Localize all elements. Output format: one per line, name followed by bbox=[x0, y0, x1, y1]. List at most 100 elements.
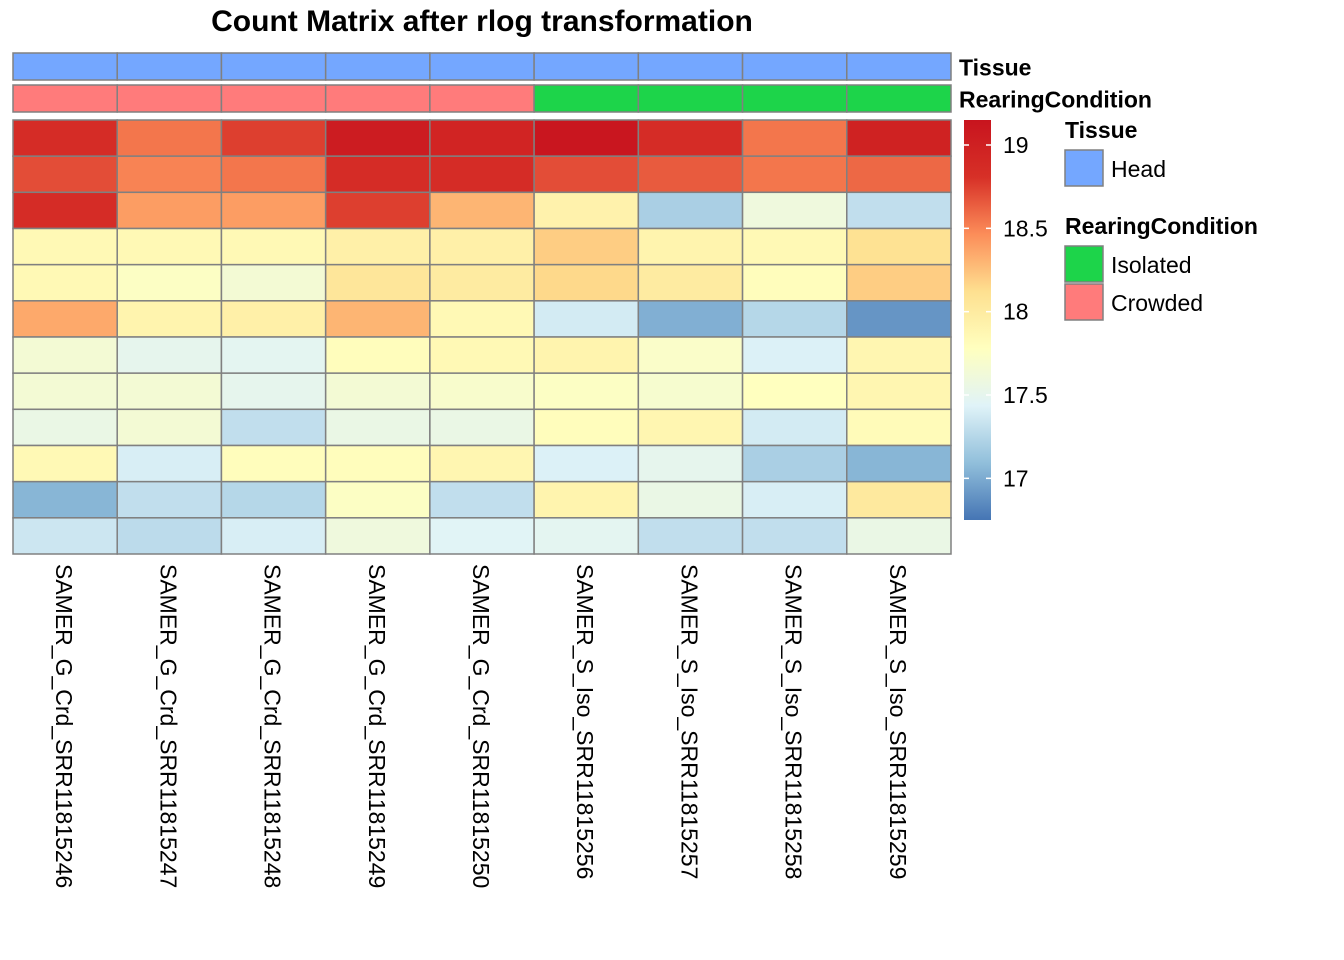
heatmap-cell bbox=[116, 300, 223, 338]
heatmap-cell bbox=[324, 119, 431, 157]
annotation-cell-rearingcondition-3 bbox=[220, 84, 327, 113]
annotation-cell-tissue-4 bbox=[324, 52, 431, 81]
heatmap-cells bbox=[12, 119, 952, 555]
annotation-bars bbox=[12, 52, 952, 113]
annotation-cell-tissue-5 bbox=[429, 52, 535, 81]
annotation-cell-tissue-2 bbox=[116, 52, 223, 81]
heatmap-cell bbox=[429, 191, 535, 230]
legend-key-isolated bbox=[1064, 245, 1104, 283]
color-scale-tick-label: 18.5 bbox=[1003, 215, 1048, 241]
legend-key-head bbox=[1064, 149, 1104, 187]
heatmap-cell bbox=[637, 155, 744, 194]
column-label: SAMER_S_Iso_SRR11815258 bbox=[781, 564, 807, 879]
heatmap-cell bbox=[741, 227, 848, 266]
heatmap-cell bbox=[116, 517, 223, 555]
column-label: SAMER_S_Iso_SRR11815256 bbox=[572, 564, 598, 879]
heatmap-cell bbox=[533, 444, 640, 483]
column-labels: SAMER_G_Crd_SRR11815246 SAMER_G_Crd_SRR11… bbox=[51, 564, 911, 888]
annotation-cell-tissue-1 bbox=[12, 52, 118, 81]
chart-title: Count Matrix after rlog transformation bbox=[211, 5, 753, 38]
heatmap-cell bbox=[533, 191, 640, 230]
annotation-legends: Tissue Head RearingCondition Isolated Crowde… bbox=[1064, 117, 1258, 321]
heatmap-cell bbox=[324, 372, 431, 411]
heatmap-cell bbox=[846, 155, 952, 194]
heatmap-cell bbox=[12, 227, 118, 266]
annotation-cell-rearingcondition-2 bbox=[116, 84, 223, 113]
heatmap-cell bbox=[429, 300, 535, 338]
heatmap-cell bbox=[220, 336, 327, 374]
heatmap-cell bbox=[116, 263, 223, 302]
heatmap-cell bbox=[846, 517, 952, 555]
heatmap-cell bbox=[220, 408, 327, 447]
color-scale-tick-label: 17.5 bbox=[1003, 382, 1048, 408]
annotation-cell-rearingcondition-1 bbox=[12, 84, 118, 113]
heatmap-cell bbox=[220, 444, 327, 483]
heatmap-cell bbox=[637, 300, 744, 338]
heatmap-cell bbox=[12, 408, 118, 447]
heatmap-cell bbox=[846, 372, 952, 411]
heatmap-cell bbox=[533, 480, 640, 519]
heatmap-cell bbox=[741, 480, 848, 519]
heatmap-cell bbox=[116, 155, 223, 194]
annotation-cell-rearingcondition-6 bbox=[533, 84, 640, 113]
heatmap-cell bbox=[12, 480, 118, 519]
heatmap-cell bbox=[324, 336, 431, 374]
heatmap-cell bbox=[533, 408, 640, 447]
heatmap-cell bbox=[220, 480, 327, 519]
heatmap-cell bbox=[324, 517, 431, 555]
legend-label: Crowded bbox=[1111, 290, 1203, 316]
heatmap-cell bbox=[637, 517, 744, 555]
heatmap-cell bbox=[846, 227, 952, 266]
heatmap-cell bbox=[637, 336, 744, 374]
heatmap-cell bbox=[324, 480, 431, 519]
heatmap-cell bbox=[116, 444, 223, 483]
column-label: SAMER_G_Crd_SRR11815248 bbox=[260, 564, 286, 888]
heatmap-cell bbox=[846, 444, 952, 483]
heatmap-cell bbox=[637, 227, 744, 266]
heatmap-cell bbox=[846, 480, 952, 519]
heatmap-cell bbox=[116, 336, 223, 374]
heatmap-cell bbox=[12, 191, 118, 230]
heatmap-cell bbox=[220, 119, 327, 157]
heatmap-cell bbox=[741, 444, 848, 483]
heatmap-cell bbox=[533, 372, 640, 411]
column-label: SAMER_G_Crd_SRR11815250 bbox=[468, 564, 494, 888]
heatmap-cell bbox=[846, 408, 952, 447]
legend-title: Tissue bbox=[1065, 117, 1137, 143]
heatmap-cell bbox=[533, 336, 640, 374]
heatmap-cell bbox=[637, 444, 744, 483]
legend-title: RearingCondition bbox=[1065, 213, 1258, 239]
heatmap-cell bbox=[846, 300, 952, 338]
annotation-cell-rearingcondition-7 bbox=[637, 84, 744, 113]
heatmap-cell bbox=[116, 408, 223, 447]
annotation-cell-tissue-9 bbox=[846, 52, 952, 81]
heatmap-cell bbox=[637, 372, 744, 411]
heatmap-cell bbox=[116, 119, 223, 157]
legend-label: Isolated bbox=[1111, 252, 1192, 278]
annotation-cell-tissue-3 bbox=[220, 52, 327, 81]
heatmap-cell bbox=[116, 480, 223, 519]
heatmap-cell bbox=[12, 444, 118, 483]
heatmap-cell bbox=[741, 336, 848, 374]
heatmap-cell bbox=[12, 517, 118, 555]
color-scale-tick-label: 17 bbox=[1003, 465, 1029, 491]
heatmap-cell bbox=[324, 408, 431, 447]
annotation-cell-rearingcondition-8 bbox=[741, 84, 848, 113]
heatmap-cell bbox=[324, 227, 431, 266]
heatmap-cell bbox=[741, 408, 848, 447]
heatmap-cell bbox=[533, 517, 640, 555]
heatmap-cell bbox=[846, 336, 952, 374]
heatmap-cell bbox=[846, 119, 952, 157]
annotation-row-label: RearingCondition bbox=[959, 87, 1152, 113]
annotation-cell-tissue-6 bbox=[533, 52, 640, 81]
annotation-row-labels: Tissue RearingCondition bbox=[959, 55, 1152, 113]
annotation-cell-tissue-7 bbox=[637, 52, 744, 81]
heatmap-cell bbox=[637, 263, 744, 302]
heatmap-cell bbox=[429, 336, 535, 374]
color-scale-legend: 17 17.5 18 18.5 19 bbox=[964, 120, 1048, 520]
heatmap-cell bbox=[429, 155, 535, 194]
annotation-cell-rearingcondition-5 bbox=[429, 84, 535, 113]
heatmap-cell bbox=[741, 372, 848, 411]
heatmap-cell bbox=[12, 372, 118, 411]
heatmap-cell bbox=[324, 444, 431, 483]
